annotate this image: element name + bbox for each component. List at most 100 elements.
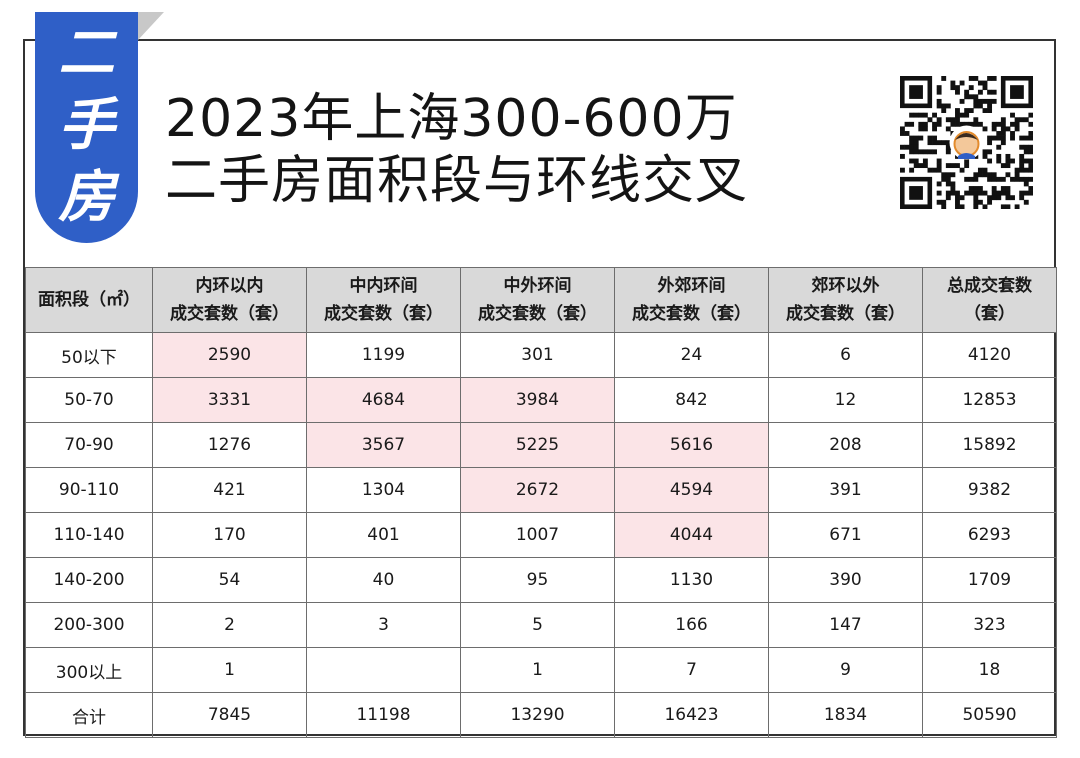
table-cell: 6 bbox=[768, 332, 923, 378]
table-row: 90-110 421 1304 2672 4594 391 9382 bbox=[25, 467, 1057, 513]
table-cell: 323 bbox=[922, 602, 1057, 648]
table-row: 合计 7845 11198 13290 16423 1834 50590 bbox=[25, 692, 1057, 738]
row-label-cell: 50以下 bbox=[25, 332, 153, 378]
table-row: 140-200 54 40 95 1130 390 1709 bbox=[25, 557, 1057, 603]
tag-fold bbox=[138, 12, 164, 40]
column-header-line: 成交套数（套） bbox=[632, 304, 751, 324]
tag-char: 二 bbox=[58, 21, 115, 86]
table-cell: 401 bbox=[306, 512, 461, 558]
column-header-line: 内环以内 bbox=[195, 276, 264, 296]
table-row: 50以下 2590 1199 301 24 6 4120 bbox=[25, 332, 1057, 378]
column-header-line: 总成交套数 bbox=[947, 276, 1032, 296]
column-header-line: 外郊环间 bbox=[657, 276, 726, 296]
row-label-cell: 50-70 bbox=[25, 377, 153, 423]
row-label-cell: 200-300 bbox=[25, 602, 153, 648]
table-cell: 7 bbox=[614, 647, 769, 693]
table-cell: 24 bbox=[614, 332, 769, 378]
table-cell: 5225 bbox=[460, 422, 615, 468]
row-label-cell: 140-200 bbox=[25, 557, 153, 603]
column-header-line: 成交套数（套） bbox=[478, 304, 597, 324]
table-cell: 4120 bbox=[922, 332, 1057, 378]
table-cell: 9382 bbox=[922, 467, 1057, 513]
table-cell: 4044 bbox=[614, 512, 769, 558]
table-cell: 390 bbox=[768, 557, 923, 603]
table-cell: 1709 bbox=[922, 557, 1057, 603]
table-cell: 4684 bbox=[306, 377, 461, 423]
table-cell: 5616 bbox=[614, 422, 769, 468]
table-row: 200-300 2 3 5 166 147 323 bbox=[25, 602, 1057, 648]
table-cell: 1130 bbox=[614, 557, 769, 603]
table-cell: 4594 bbox=[614, 467, 769, 513]
table-cell: 12853 bbox=[922, 377, 1057, 423]
column-header: 面积段（㎡） bbox=[25, 267, 153, 333]
table-cell: 16423 bbox=[614, 692, 769, 738]
table-cell: 1276 bbox=[152, 422, 307, 468]
table-cell: 7845 bbox=[152, 692, 307, 738]
table-cell: 6293 bbox=[922, 512, 1057, 558]
table-cell: 15892 bbox=[922, 422, 1057, 468]
row-label-cell: 300以上 bbox=[25, 647, 153, 693]
table-cell: 147 bbox=[768, 602, 923, 648]
table-cell: 5 bbox=[460, 602, 615, 648]
table-row: 50-70 3331 4684 3984 842 12 12853 bbox=[25, 377, 1057, 423]
column-header: 郊环以外成交套数（套） bbox=[768, 267, 923, 333]
table-cell: 842 bbox=[614, 377, 769, 423]
table-cell: 3331 bbox=[152, 377, 307, 423]
tag-char: 房 bbox=[58, 165, 115, 230]
table-cell: 2 bbox=[152, 602, 307, 648]
table-cell: 9 bbox=[768, 647, 923, 693]
table-cell: 1007 bbox=[460, 512, 615, 558]
column-header-line: 中外环间 bbox=[503, 276, 572, 296]
table-cell: 208 bbox=[768, 422, 923, 468]
column-header-line: 成交套数（套） bbox=[170, 304, 289, 324]
table-cell: 3567 bbox=[306, 422, 461, 468]
column-header-line: 面积段（㎡） bbox=[38, 290, 140, 310]
category-tag: 二 手 房 bbox=[35, 12, 138, 243]
table-cell: 3984 bbox=[460, 377, 615, 423]
table-cell: 12 bbox=[768, 377, 923, 423]
table-row: 300以上 1 1 7 9 18 bbox=[25, 647, 1057, 693]
page-title: 2023年上海300-600万 二手房面积段与环线交叉 bbox=[165, 88, 748, 212]
row-label-cell: 110-140 bbox=[25, 512, 153, 558]
table-cell: 671 bbox=[768, 512, 923, 558]
table-cell: 40 bbox=[306, 557, 461, 603]
table-header-row: 面积段（㎡） 内环以内 成交套数（套） 中内环间 成交套数（套） 中外环间 成交套数（套）外… bbox=[25, 267, 1057, 333]
table-cell: 54 bbox=[152, 557, 307, 603]
table-row: 110-140 170 401 1007 4044 671 6293 bbox=[25, 512, 1057, 558]
column-header: 中外环间成交套数（套） bbox=[460, 267, 615, 333]
column-header-line: 成交套数（套） bbox=[786, 304, 905, 324]
table-cell: 2672 bbox=[460, 467, 615, 513]
table-cell: 1304 bbox=[306, 467, 461, 513]
table-cell: 2590 bbox=[152, 332, 307, 378]
table-cell: 421 bbox=[152, 467, 307, 513]
tag-char: 手 bbox=[58, 93, 115, 158]
table-cell: 1 bbox=[460, 647, 615, 693]
column-header: 内环以内成交套数（套） bbox=[152, 267, 307, 333]
table-cell: 95 bbox=[460, 557, 615, 603]
table-cell: 1834 bbox=[768, 692, 923, 738]
table-cell: 1199 bbox=[306, 332, 461, 378]
qr-code-icon bbox=[900, 76, 1033, 209]
column-header: 总成交套数 （套） bbox=[922, 267, 1057, 333]
column-header-line: 郊环以外 bbox=[811, 276, 880, 296]
column-header: 外郊环间成交套数（套） bbox=[614, 267, 769, 333]
table-cell: 3 bbox=[306, 602, 461, 648]
data-table: 面积段（㎡） 内环以内 成交套数（套） 中内环间 成交套数（套） 中外环间 成交套数（套）外… bbox=[25, 267, 1057, 738]
column-header-line: 成交套数（套） bbox=[324, 304, 443, 324]
column-header-line: （套） bbox=[964, 304, 1015, 324]
table-cell: 170 bbox=[152, 512, 307, 558]
table-cell bbox=[306, 647, 461, 693]
row-label-cell: 90-110 bbox=[25, 467, 153, 513]
column-header-line: 中内环间 bbox=[349, 276, 418, 296]
table-body: 50以下 2590 1199 301 24 6 4120 50-70 3331 4684 3984 8… bbox=[25, 332, 1057, 738]
row-label-cell: 70-90 bbox=[25, 422, 153, 468]
title-line-1: 2023年上海300-600万 bbox=[165, 89, 738, 149]
table-cell: 13290 bbox=[460, 692, 615, 738]
column-header: 中内环间成交套数（套） bbox=[306, 267, 461, 333]
table-cell: 301 bbox=[460, 332, 615, 378]
table-cell: 50590 bbox=[922, 692, 1057, 738]
table-cell: 11198 bbox=[306, 692, 461, 738]
title-line-2: 二手房面积段与环线交叉 bbox=[165, 151, 749, 211]
table-cell: 166 bbox=[614, 602, 769, 648]
row-label-cell: 合计 bbox=[25, 692, 153, 738]
